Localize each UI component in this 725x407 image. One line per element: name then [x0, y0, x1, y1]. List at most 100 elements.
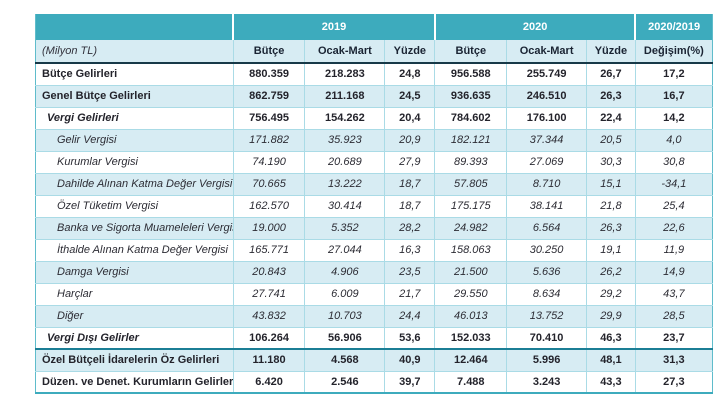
value-cell: 21,8 [586, 194, 636, 217]
value-cell: 43,3 [586, 370, 636, 393]
unit-label: (Milyon TL) [35, 40, 234, 64]
table-row: Kurumlar Vergisi 74.190 20.689 27,9 89.3… [35, 150, 713, 173]
row-label: Vergi Gelirleri [35, 106, 234, 129]
value-cell: 30,8 [634, 150, 713, 173]
col-group-2020: 2020 [433, 14, 636, 40]
value-cell: 165.771 [232, 238, 305, 261]
value-cell: 22,4 [586, 106, 636, 129]
col-group-ratio: 2020/2019 [634, 14, 713, 40]
row-label: Diğer [35, 304, 234, 327]
value-cell: 218.283 [304, 63, 385, 85]
table-row: Özel Tüketim Vergisi 162.570 30.414 18,7… [35, 194, 713, 217]
value-cell: 158.063 [434, 238, 507, 261]
value-cell: 16,3 [384, 238, 435, 261]
value-cell: 171.882 [232, 128, 305, 151]
value-cell: 106.264 [232, 326, 305, 349]
value-cell: 46,3 [586, 326, 636, 349]
year-group-row: 2019 2020 2020/2019 [35, 14, 713, 40]
value-cell: 26,3 [586, 84, 636, 107]
value-cell: 27.069 [506, 150, 587, 173]
value-cell: 14,2 [634, 106, 713, 129]
value-cell: 46.013 [434, 304, 507, 327]
value-cell: 20,9 [384, 128, 435, 151]
row-label: Bütçe Gelirleri [35, 63, 234, 85]
value-cell: 21,7 [384, 282, 435, 305]
value-cell: 5.352 [304, 216, 385, 239]
value-cell: 43.832 [232, 304, 305, 327]
value-cell: 20,5 [586, 128, 636, 151]
value-cell: 57.805 [434, 172, 507, 195]
col-group-2019: 2019 [232, 14, 435, 40]
value-cell: 89.393 [434, 150, 507, 173]
value-cell: 25,4 [634, 194, 713, 217]
row-label: Özel Bütçeli İdarelerin Öz Gelirleri [35, 348, 234, 371]
value-cell: 11.180 [232, 348, 305, 371]
value-cell: 26,3 [586, 216, 636, 239]
table-row: Banka ve Sigorta Muameleleri Vergisi 19.… [35, 216, 713, 239]
value-cell: 27.044 [304, 238, 385, 261]
row-label: Düzen. ve Denet. Kurumların Gelirleri [35, 370, 234, 393]
value-cell: 24,4 [384, 304, 435, 327]
subheader-yuzde-2019: Yüzde [384, 40, 435, 64]
row-label: Vergi Dışı Gelirler [35, 326, 234, 349]
value-cell: 24,5 [384, 84, 435, 107]
table-body: Bütçe Gelirleri 880.359 218.283 24,8 956… [35, 63, 713, 393]
value-cell: 19,1 [586, 238, 636, 261]
value-cell: 27,9 [384, 150, 435, 173]
table-row: Vergi Gelirleri 756.495 154.262 20,4 784… [35, 106, 713, 129]
value-cell: 23,7 [634, 326, 713, 349]
corner-cell [35, 14, 234, 40]
value-cell: 784.602 [434, 106, 507, 129]
value-cell: 182.121 [434, 128, 507, 151]
value-cell: 8.634 [506, 282, 587, 305]
value-cell: 28,5 [634, 304, 713, 327]
value-cell: 35.923 [304, 128, 385, 151]
value-cell: 152.033 [434, 326, 507, 349]
table-row: Damga Vergisi 20.843 4.906 23,5 21.500 5… [35, 260, 713, 283]
row-label: Özel Tüketim Vergisi [35, 194, 234, 217]
row-label: Kurumlar Vergisi [35, 150, 234, 173]
value-cell: 3.243 [506, 370, 587, 393]
value-cell: 20,4 [384, 106, 435, 129]
table-row: Bütçe Gelirleri 880.359 218.283 24,8 956… [35, 63, 713, 85]
value-cell: 22,6 [634, 216, 713, 239]
value-cell: 11,9 [634, 238, 713, 261]
value-cell: 4,0 [634, 128, 713, 151]
value-cell: 936.635 [434, 84, 507, 107]
value-cell: 21.500 [434, 260, 507, 283]
value-cell: 17,2 [634, 63, 713, 85]
value-cell: 29.550 [434, 282, 507, 305]
value-cell: 26,7 [586, 63, 636, 85]
value-cell: 7.488 [434, 370, 507, 393]
value-cell: 70.665 [232, 172, 305, 195]
value-cell: 6.009 [304, 282, 385, 305]
subheader-butce-2019: Bütçe [232, 40, 305, 64]
row-label: Harçlar [35, 282, 234, 305]
value-cell: 20.689 [304, 150, 385, 173]
value-cell: 30.414 [304, 194, 385, 217]
value-cell: 24,8 [384, 63, 435, 85]
value-cell: 70.410 [506, 326, 587, 349]
value-cell: 27.741 [232, 282, 305, 305]
value-cell: 24.982 [434, 216, 507, 239]
row-label: Gelir Vergisi [35, 128, 234, 151]
value-cell: 175.175 [434, 194, 507, 217]
table-row: Vergi Dışı Gelirler 106.264 56.906 53,6 … [35, 326, 713, 349]
value-cell: 37.344 [506, 128, 587, 151]
table-row: Düzen. ve Denet. Kurumların Gelirleri 6.… [35, 370, 713, 393]
value-cell: 43,7 [634, 282, 713, 305]
value-cell: 40,9 [384, 348, 435, 371]
subheader-ocak-mart-2019: Ocak-Mart [304, 40, 385, 64]
value-cell: 176.100 [506, 106, 587, 129]
value-cell: 255.749 [506, 63, 587, 85]
value-cell: 48,1 [586, 348, 636, 371]
value-cell: 19.000 [232, 216, 305, 239]
value-cell: 31,3 [634, 348, 713, 371]
subheader-degisim: Değişim(%) [634, 40, 713, 64]
value-cell: 38.141 [506, 194, 587, 217]
row-label: Damga Vergisi [35, 260, 234, 283]
table-row: Diğer 43.832 10.703 24,4 46.013 13.752 2… [35, 304, 713, 327]
table-row: Dahilde Alınan Katma Değer Vergisi 70.66… [35, 172, 713, 195]
row-label: İthalde Alınan Katma Değer Vergisi [35, 238, 234, 261]
